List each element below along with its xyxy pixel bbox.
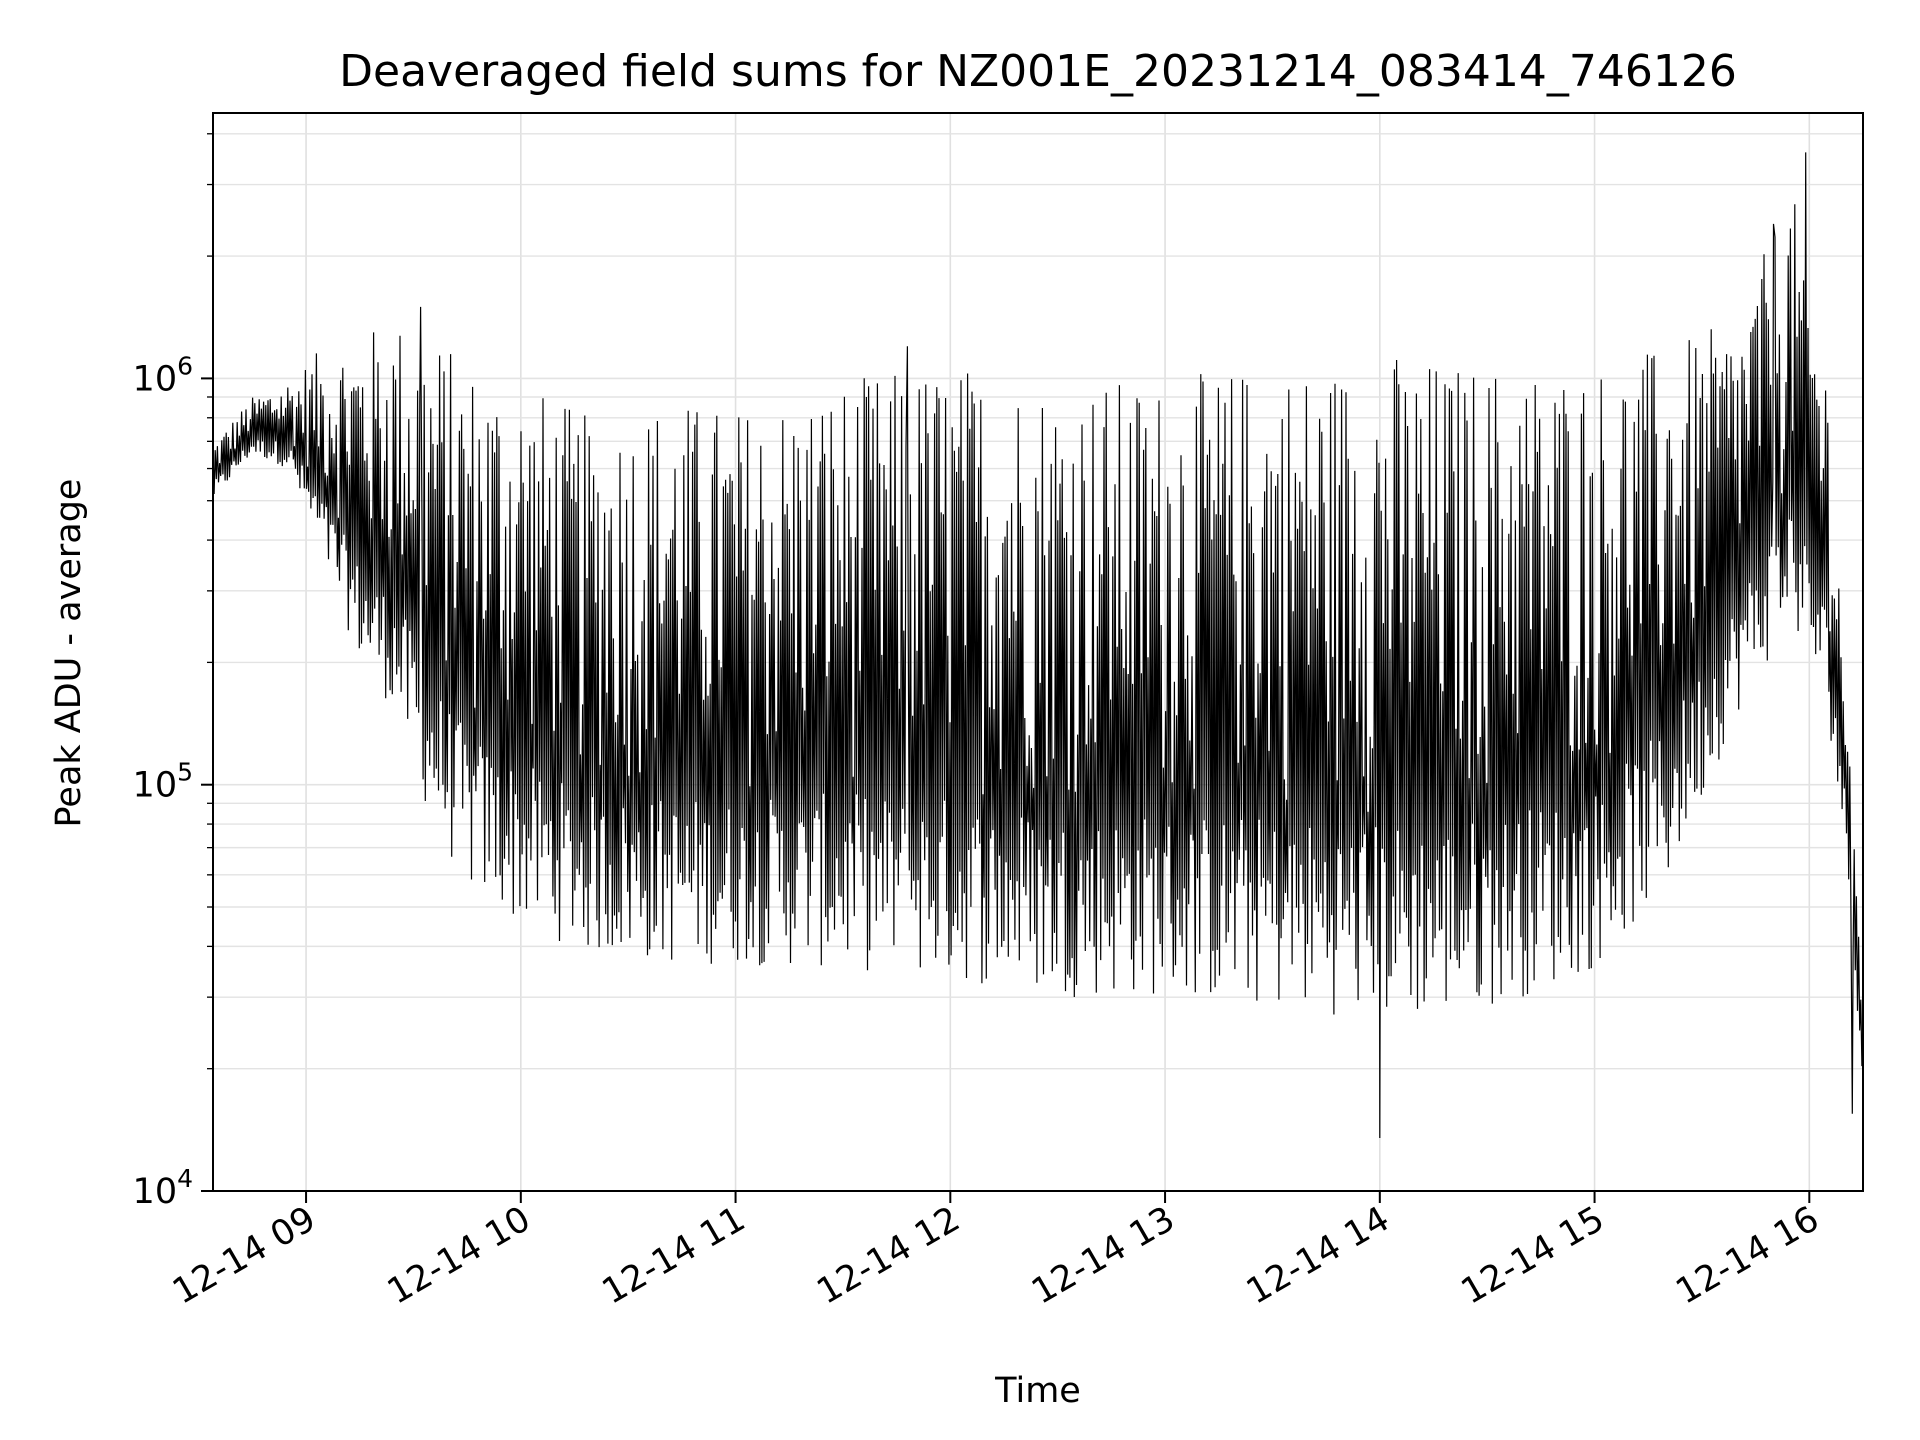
- x-axis-label: Time: [994, 1371, 1081, 1411]
- data-line-group: [212, 152, 1864, 1139]
- y-tick-label: 106: [133, 351, 193, 399]
- plot-area-frame: [212, 112, 1864, 1192]
- y-tick-label: 105: [133, 758, 193, 806]
- chart-title: Deaveraged field sums for NZ001E_2023121…: [339, 46, 1737, 97]
- data-line: [212, 152, 1864, 1139]
- y-axis: 104 105 106: [133, 133, 213, 1212]
- y-tick-label: 104: [133, 1164, 193, 1212]
- y-axis-label: Peak ADU - average: [49, 479, 89, 828]
